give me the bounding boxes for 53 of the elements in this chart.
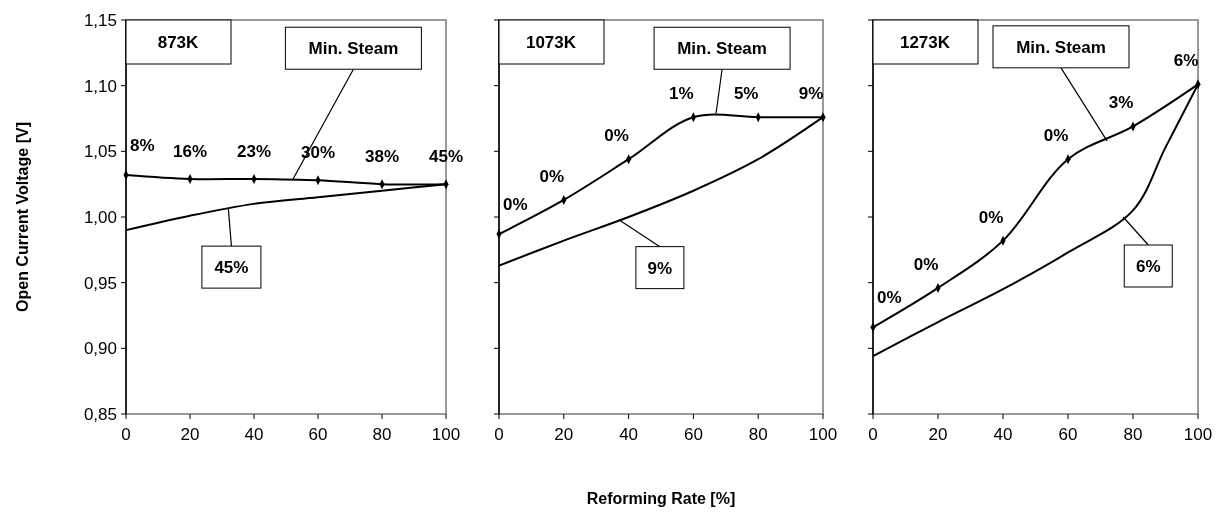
- annotation: 0%: [604, 126, 629, 146]
- annotation: Min. Steam: [1016, 37, 1106, 57]
- y-tick-label: 1,00: [83, 207, 117, 227]
- annotation: 3%: [1108, 93, 1134, 113]
- x-tick-label: 60: [683, 425, 703, 444]
- annotation: 9%: [798, 84, 824, 104]
- x-tick-label: 20: [928, 425, 948, 444]
- x-tick-label: 100: [431, 425, 461, 444]
- annotation: 0%: [978, 207, 1004, 227]
- x-tick-label: 0: [494, 425, 504, 444]
- annotation: 38%: [364, 147, 400, 167]
- annotation: 23%: [236, 141, 272, 161]
- text: 1273K: [899, 33, 951, 52]
- annotation: 0%: [503, 195, 528, 215]
- x-tick-label: 0: [121, 425, 131, 444]
- x-tick-label: 40: [619, 425, 639, 444]
- x-tick-label: 100: [1183, 425, 1213, 444]
- x-tick-label: 40: [993, 425, 1013, 444]
- annotation: 45%: [214, 258, 249, 278]
- y-tick-label: 1,10: [83, 76, 117, 96]
- annotation: Min. Steam: [308, 39, 399, 59]
- annotation: Min. Steam: [677, 39, 767, 59]
- text: 873K: [157, 33, 200, 52]
- text: 1073K: [525, 33, 577, 52]
- x-axis-title: Reforming Rate [%]: [586, 490, 736, 507]
- x-tick-label: 60: [308, 425, 328, 444]
- x-tick-label: 80: [372, 425, 392, 444]
- annotation: 0%: [539, 166, 565, 186]
- annotation: 8%: [130, 135, 155, 155]
- annotation: 16%: [172, 141, 208, 161]
- annotation: 1%: [669, 84, 694, 104]
- x-tick-label: 20: [554, 425, 574, 444]
- annotation: 9%: [647, 258, 673, 278]
- annotation: 5%: [733, 84, 759, 104]
- y-tick-label: 0,95: [83, 273, 117, 293]
- y-tick-label: 0,90: [83, 339, 117, 359]
- y-tick-label: 1,05: [83, 142, 117, 162]
- annotation: 0%: [913, 254, 939, 274]
- x-tick-label: 80: [1123, 425, 1143, 444]
- x-tick-label: 80: [748, 425, 768, 444]
- annotation: 6%: [1135, 256, 1161, 276]
- annotation: 0%: [877, 288, 902, 308]
- annotation: 45%: [428, 147, 464, 167]
- x-tick-label: 60: [1058, 425, 1078, 444]
- x-tick-label: 20: [180, 425, 200, 444]
- x-tick-label: 0: [868, 425, 878, 444]
- y-axis-title: Open Current Voltage [V]: [14, 122, 31, 312]
- annotation: 0%: [1043, 126, 1069, 146]
- annotation: 6%: [1173, 51, 1199, 71]
- x-tick-label: 100: [808, 425, 838, 444]
- y-tick-label: 0,85: [83, 404, 117, 424]
- y-tick-label: 1,15: [83, 10, 117, 30]
- x-tick-label: 40: [244, 425, 264, 444]
